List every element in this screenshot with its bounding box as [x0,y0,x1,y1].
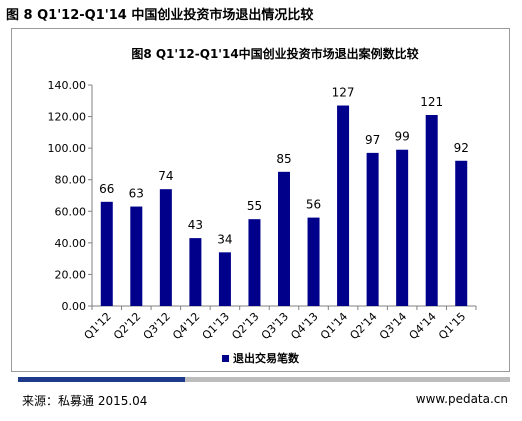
x-tick-label: Q4'12 [170,310,202,342]
x-tick-label: Q3'13 [259,310,291,342]
chart-title: 图8 Q1'12-Q1'14中国创业投资市场退出案例数比较 [131,46,418,61]
data-label: 127 [332,86,355,100]
y-tick-label: 140.00 [48,79,87,92]
data-label: 55 [247,199,262,213]
legend-label: 退出交易笔数 [233,351,300,365]
data-label: 43 [188,218,203,232]
bar [130,206,143,306]
data-label: 56 [306,198,321,212]
y-tick-label: 80.00 [55,174,87,187]
bar [100,201,113,306]
bar [425,114,438,306]
x-tick-label: Q3'14 [377,310,409,342]
bars [100,105,468,307]
x-axis: Q1'12Q2'12Q3'12Q4'12Q1'13Q2'13Q3'13Q4'13… [82,305,477,342]
y-tick-label: 40.00 [55,237,87,250]
x-tick-label: Q3'12 [141,310,173,342]
x-tick-label: Q4'13 [288,310,320,342]
x-tick-label: Q1'13 [200,310,232,342]
y-tick-label: 0.00 [62,300,87,313]
data-label: 74 [158,169,173,183]
data-label: 85 [276,152,291,166]
x-tick-label: Q2'12 [111,310,143,342]
x-tick-label: Q1'14 [318,310,350,342]
progress-fill [18,377,186,382]
progress-track [18,377,510,382]
legend: 退出交易笔数 [222,351,300,365]
bar [455,160,468,306]
data-label: 92 [454,141,469,155]
data-label: 34 [217,232,232,246]
data-label: 63 [129,187,144,201]
data-label: 66 [99,182,114,196]
y-tick-label: 60.00 [55,205,87,218]
data-label: 97 [365,133,380,147]
x-tick-label: Q4'14 [407,310,439,342]
y-tick-label: 20.00 [55,268,87,281]
source-url: www.pedata.cn [415,392,508,406]
figure-title: 图 8 Q1'12-Q1'14 中国创业投资市场退出情况比较 [6,8,314,23]
x-tick-label: Q2'13 [229,310,261,342]
legend-swatch [222,355,229,362]
data-label: 99 [395,130,410,144]
bar [189,238,202,306]
data-label: 121 [420,95,443,109]
bar [396,149,409,306]
bar [278,171,290,306]
bar [337,105,350,307]
bar [366,152,379,306]
y-tick-label: 120.00 [48,111,87,124]
bar [248,219,261,306]
bar [218,252,231,306]
x-tick-label: Q1'12 [82,310,114,342]
x-tick-label: Q1'15 [436,310,468,342]
bar [307,217,320,306]
x-tick-label: Q2'14 [347,310,379,342]
y-axis: 0.00 20.00 40.00 60.00 80.00 100.00 120.00 140.… [48,79,93,313]
chart-frame [11,28,510,372]
y-tick-label: 100.00 [48,142,87,155]
bar [159,189,172,306]
value-labels: 66 63 74 43 34 55 85 56 127 97 99 121 92 [99,86,469,247]
source-note: 来源：私募通 2015.04 [22,394,148,408]
